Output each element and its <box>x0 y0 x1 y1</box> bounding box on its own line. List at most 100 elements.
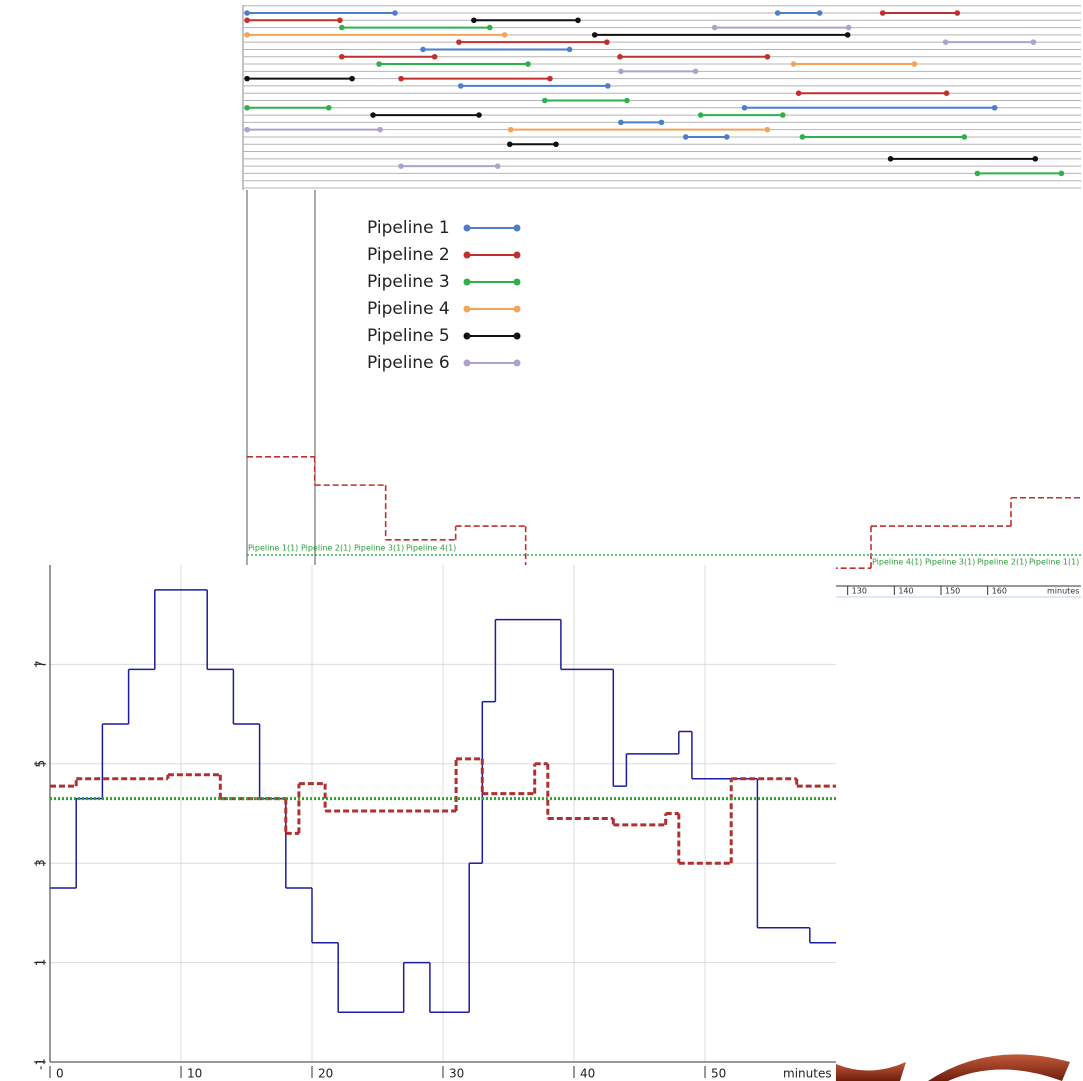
annotation: Pipeline 3(1) <box>354 544 404 553</box>
screen: 130140150160minutesPipeline 1(1)Pipeline… <box>0 0 1083 1081</box>
segment-end <box>955 10 961 16</box>
segment-start <box>542 98 548 104</box>
gantt-background <box>243 5 1081 190</box>
legend-dot <box>464 333 471 340</box>
legend-dot <box>464 306 471 313</box>
x-tick-label: 10 <box>187 1067 202 1081</box>
segment-end <box>765 54 771 60</box>
segment-start <box>791 61 797 67</box>
segment-start <box>244 10 250 16</box>
legend-dot <box>514 225 521 232</box>
x-tick-label: 30 <box>449 1067 464 1081</box>
annotation: Pipeline 1(1) <box>1029 558 1079 567</box>
legend-dot <box>464 360 471 367</box>
legend-label: Pipeline 5 <box>367 326 450 346</box>
annotation: Pipeline 1(1) <box>248 544 298 553</box>
legend-label: Pipeline 6 <box>367 353 450 373</box>
segment-end <box>326 105 332 111</box>
legend-dot <box>464 225 471 232</box>
y-tick-label: 3 <box>34 859 48 867</box>
segment-start <box>458 83 464 89</box>
segment-end <box>377 127 383 133</box>
segment-end <box>605 83 611 89</box>
segment-end <box>659 120 665 126</box>
segment-start <box>244 127 250 133</box>
x-tick-label: 40 <box>580 1067 595 1081</box>
segment-start <box>244 17 250 23</box>
legend-label: Pipeline 4 <box>367 299 450 319</box>
segment-end <box>992 105 998 111</box>
segment-start <box>775 10 781 16</box>
legend-label: Pipeline 3 <box>367 272 450 292</box>
x-axis-label: minutes <box>1047 587 1079 596</box>
segment-end <box>944 90 950 96</box>
segment-end <box>567 47 573 53</box>
segment-start <box>742 105 748 111</box>
x-tick-label: 130 <box>852 587 867 596</box>
y-tick-label: 7 <box>34 660 48 668</box>
legend-label: Pipeline 2 <box>367 245 450 265</box>
segment-start <box>398 163 404 169</box>
segment-start <box>471 17 477 23</box>
y-tick-label: 1 <box>34 959 48 967</box>
segment-end <box>553 141 559 147</box>
segment-end <box>337 17 343 23</box>
segment-start <box>975 171 981 177</box>
segment-end <box>604 39 610 45</box>
segment-end <box>392 10 398 16</box>
segment-start <box>244 76 250 82</box>
segment-start <box>244 32 250 38</box>
segment-end <box>487 25 493 31</box>
legend-dot <box>514 333 521 340</box>
segment-start <box>880 10 886 16</box>
legend-dot <box>514 360 521 367</box>
segment-start <box>339 54 345 60</box>
segment-start <box>800 134 806 140</box>
legend-dot <box>464 279 471 286</box>
segment-start <box>712 25 718 31</box>
segment-end <box>476 112 482 118</box>
annotation: Pipeline 2(1) <box>301 544 351 553</box>
segment-end <box>962 134 968 140</box>
segment-end <box>575 17 581 23</box>
legend-dot <box>514 279 521 286</box>
detail-background <box>0 565 836 1081</box>
segment-end <box>525 61 531 67</box>
legend-dot <box>514 252 521 259</box>
segment-start <box>796 90 802 96</box>
x-tick-label: 140 <box>898 587 913 596</box>
segment-end <box>1031 39 1037 45</box>
segment-end <box>547 76 553 82</box>
decor-shape <box>836 1062 906 1081</box>
gantt-panel <box>243 5 1081 190</box>
decoration <box>836 1054 1070 1081</box>
segment-start <box>398 76 404 82</box>
segment-end <box>724 134 730 140</box>
segment-start <box>618 120 624 126</box>
legend: Pipeline 1 Pipeline 2 Pipeline 3 Pipeline 4… <box>367 218 521 373</box>
x-axis-label: minutes <box>783 1067 832 1081</box>
segment-start <box>592 32 598 38</box>
segment-start <box>456 39 462 45</box>
legend-dot <box>464 252 471 259</box>
segment-end <box>693 69 699 75</box>
annotation: Pipeline 4(1) <box>872 558 922 567</box>
x-tick-label: 50 <box>711 1067 726 1081</box>
legend-label: Pipeline 1 <box>367 218 450 238</box>
segment-end <box>817 10 823 16</box>
y-tick-label: 5 <box>34 760 48 768</box>
segment-start <box>617 54 623 60</box>
segment-end <box>432 54 438 60</box>
x-tick-label: 150 <box>945 587 960 596</box>
segment-start <box>370 112 376 118</box>
segment-end <box>1032 156 1038 162</box>
x-tick-label: 20 <box>318 1067 333 1081</box>
segment-start <box>339 25 345 31</box>
segment-end <box>846 25 852 31</box>
segment-end <box>502 32 508 38</box>
x-tick-label: 0 <box>56 1067 64 1081</box>
annotation: Pipeline 3(1) <box>925 558 975 567</box>
decor-shape <box>928 1054 1070 1081</box>
segment-start <box>698 112 704 118</box>
